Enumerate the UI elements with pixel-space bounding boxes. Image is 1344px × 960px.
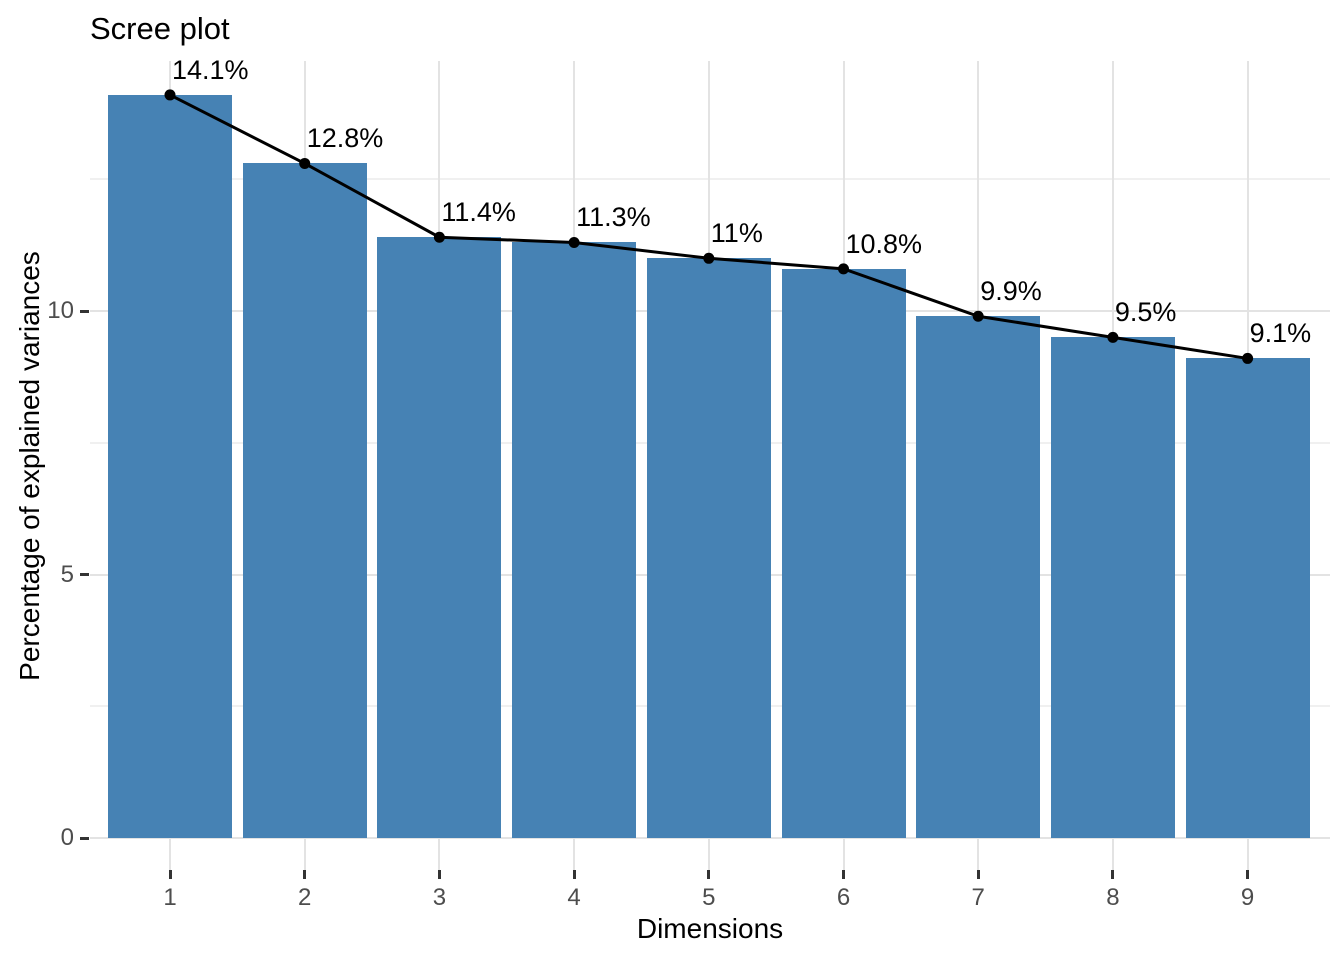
y-tick-label: 10 [47,297,74,324]
x-tick-label: 1 [163,884,177,911]
plot-panel: 14.1% 12.8% 11.4% 11.3% 11% 10.8% 9.9% 9.5% 9.1% [90,55,1330,870]
x-axis-title: Dimensions [636,913,784,944]
y-tick-mark [80,836,89,840]
plot-title: Scree plot [90,11,230,46]
data-point [703,252,715,264]
y-gridline-minor [90,178,1330,181]
bar [108,94,232,838]
bar-value-label: 14.1% [172,54,249,85]
data-point [972,310,984,322]
bar [242,163,367,838]
x-tick-label: 6 [836,884,851,911]
y-gridline-major [90,837,1330,839]
bar [1185,358,1310,838]
data-point [1107,331,1119,343]
x-tick-mark [303,870,307,879]
variance-trend-line-layer [164,89,1254,364]
x-tick-mark [168,870,172,879]
bar-value-label: 12.8% [306,123,384,154]
data-point [299,157,311,169]
y-tick-label: 0 [60,824,74,851]
x-tick-label: 4 [567,884,581,911]
bar-value-label: 11.3% [576,202,651,233]
x-tick-label: 7 [971,884,985,911]
x-tick-mark [437,870,441,879]
bar-value-label: 9.9% [980,276,1042,307]
x-tick-mark [572,870,576,879]
bar-value-label: 9.1% [1249,318,1312,349]
x-tick-label: 2 [298,884,312,911]
x-tick-mark [842,870,845,879]
x-tick-mark [976,870,980,879]
x-tick-mark [707,870,711,879]
data-point [568,236,580,248]
bar [512,242,637,838]
x-tick-label: 3 [432,884,447,911]
bar [1050,337,1175,838]
y-tick-label: 5 [60,560,74,588]
x-tick-label: 8 [1106,884,1120,911]
x-tick-label: 5 [702,884,716,911]
data-point [838,263,849,275]
bar-value-label: 11% [710,218,763,249]
x-tick-mark [1246,870,1250,879]
bar-value-label: 9.5% [1114,297,1177,328]
y-tick-mark [80,309,89,313]
x-tick-label: 9 [1240,884,1255,911]
data-point [1242,352,1254,364]
bar [377,237,502,838]
bar-value-label: 10.8% [845,228,923,259]
bar [781,268,906,838]
bar-value-label: 11.4% [441,197,516,228]
x-tick-mark [1111,870,1115,879]
y-tick-mark [80,573,89,576]
y-axis-title: Percentage of explained variances [14,251,45,681]
bar [646,258,771,838]
bar [916,316,1041,838]
data-point [433,231,445,243]
data-point [164,89,176,101]
